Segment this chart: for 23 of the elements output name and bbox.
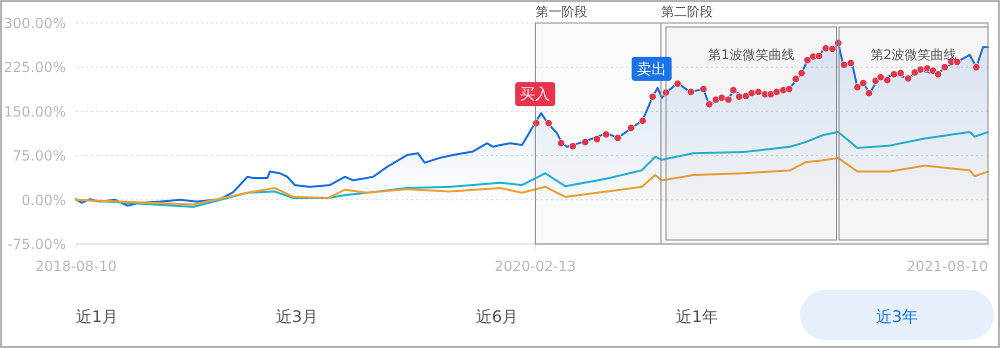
x-tick-label: 2021-08-10	[906, 259, 988, 275]
y-tick-label: -75.00%	[8, 237, 66, 253]
text: 近1月	[76, 307, 118, 326]
text: 近3月	[276, 307, 318, 326]
band-label: 第1波微笑曲线	[708, 48, 794, 63]
annotation: 卖出	[632, 56, 672, 81]
x-tick-label: 2018-08-10	[35, 259, 117, 275]
y-tick-label: 0.00%	[22, 192, 66, 209]
y-tick-label: 225.00%	[4, 60, 66, 76]
text: 近6月	[476, 307, 518, 326]
x-tick-label: 2020-02-13	[494, 259, 576, 275]
annotation: 买入	[515, 82, 556, 106]
band-label: 第2波微笑曲线	[870, 48, 957, 63]
band-label: 第二阶段	[660, 5, 713, 20]
annotation: 买入	[520, 85, 550, 104]
text: 近3年	[876, 307, 918, 326]
line-series	[75, 156, 989, 206]
y-tick-label: 75.00%	[12, 148, 66, 165]
y-tick-label: 300.00%	[4, 16, 66, 32]
band-label: 第一阶段	[535, 5, 588, 20]
text: 近1年	[676, 307, 718, 326]
annotation: 卖出	[636, 60, 667, 78]
y-tick-label: 150.00%	[4, 104, 66, 120]
